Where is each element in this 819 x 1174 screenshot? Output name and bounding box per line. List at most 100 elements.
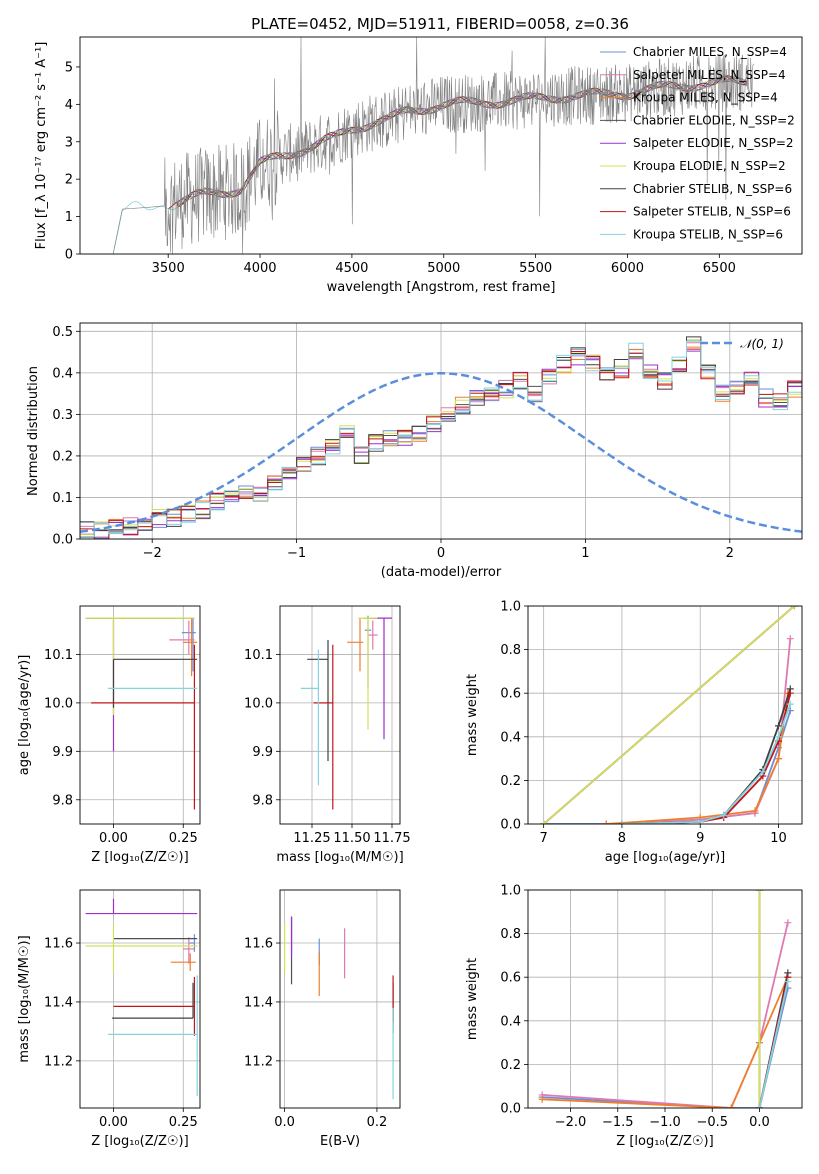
y-tick-label: 1.0 — [500, 600, 521, 615]
errorbar-point — [169, 620, 195, 655]
plot-area-mass-vs-EBV — [284, 916, 394, 1100]
errorbar-point — [183, 937, 195, 964]
y-tick-label: 0.8 — [500, 643, 521, 658]
y-tick-label: 11.2 — [44, 1054, 73, 1069]
y-tick-label: 0.6 — [500, 687, 521, 702]
x-axis-label: E(B-V) — [320, 1134, 360, 1149]
weight-marker — [755, 1104, 763, 1108]
y-tick-label: 0.1 — [52, 491, 73, 506]
weight-marker — [775, 722, 783, 730]
x-tick-label: 8 — [618, 831, 626, 846]
axes-frame — [79, 605, 201, 825]
axes-frame — [527, 605, 803, 825]
y-tick-label: 11.4 — [44, 995, 73, 1010]
weight-marker — [775, 755, 783, 763]
weight-marker — [540, 820, 548, 824]
legend-entry: Salpeter STELIB, N_SSP=6 — [633, 205, 791, 219]
errorbar-point — [112, 658, 198, 708]
y-tick-label: 0.5 — [52, 325, 73, 340]
panel-mass-vs-Z: 0.00 0.25 11.2 11.4 11.6 Z [log₁₀(Z/Z☉)] mass … — [17, 889, 201, 1149]
errorbar-point — [107, 975, 198, 1097]
x-tick-label: 4000 — [243, 261, 276, 276]
x-tick-label: 10 — [770, 831, 787, 846]
errorbar-point — [170, 953, 196, 972]
axes-frame — [79, 36, 803, 255]
x-tick-label: 5500 — [519, 261, 552, 276]
legend-entry: Chabrier MILES, N_SSP=4 — [633, 45, 787, 59]
errorbar-point — [85, 617, 195, 715]
x-tick-label: 0.25 — [169, 1115, 198, 1130]
x-tick-label: −0.5 — [696, 1115, 728, 1130]
x-tick-label: 1 — [581, 546, 589, 561]
y-tick-label: 3 — [65, 135, 73, 150]
plot-area-mass-vs-Z — [85, 898, 198, 1097]
weight-marker — [786, 689, 794, 697]
x-tick-label: 0.00 — [99, 1115, 128, 1130]
panel-age-vs-mass: 11.25 11.50 11.75 9.8 9.9 10.0 10.1 mass [log₁₀… — [244, 605, 411, 865]
weight-line — [621, 703, 792, 824]
model-line — [167, 75, 747, 210]
weight-marker — [775, 733, 783, 741]
weight-marker — [786, 635, 794, 643]
weight-line — [606, 638, 792, 824]
plot-area-age-vs-Z — [85, 617, 198, 810]
plot-area-weight-vs-age — [540, 606, 798, 824]
y-tick-label: 9.9 — [52, 745, 73, 760]
legend-entry: Kroupa STELIB, N_SSP=6 — [633, 227, 783, 241]
legend: 𝒩(0, 1) — [700, 337, 784, 351]
y-axis-label: Flux [f_λ 10⁻¹⁷ erg cm⁻² s⁻¹ A⁻¹] — [34, 42, 49, 250]
y-tick-label: 11.6 — [244, 937, 273, 952]
axes-frame — [279, 605, 401, 825]
plot-area-age-vs-mass — [300, 615, 392, 810]
y-tick-label: 9.9 — [252, 745, 273, 760]
y-tick-label: 5 — [65, 60, 73, 75]
y-axis-label: mass weight — [465, 958, 480, 1040]
errorbar-point — [183, 618, 198, 677]
legend: Chabrier MILES, N_SSP=4 Salpeter MILES, N… — [600, 45, 795, 241]
errorbar-point — [91, 644, 196, 810]
legend-entry: Salpeter MILES, N_SSP=4 — [633, 68, 786, 82]
weight-marker — [696, 818, 704, 824]
weight-marker — [790, 606, 798, 610]
errorbar-point — [300, 649, 319, 786]
x-tick-label: 2 — [726, 546, 734, 561]
y-tick-label: 1 — [65, 210, 73, 225]
y-tick-label: 0.3 — [52, 408, 73, 423]
weight-line — [621, 688, 792, 824]
y-tick-label: 0 — [65, 248, 73, 263]
x-tick-label: 11.50 — [333, 831, 370, 846]
y-tick-label: 0.2 — [52, 449, 73, 464]
panel-residuals: −2 −1 0 1 2 0.0 0.1 0.2 0.3 0.4 0.5 (data-model)/er… — [26, 322, 803, 580]
x-tick-label: 0 — [437, 546, 445, 561]
y-axis-label: age [log₁₀(age/yr)] — [17, 655, 32, 776]
weight-marker — [755, 890, 763, 894]
panel-spectrum: 3500 4000 4500 5000 5500 6000 6500 0 1 2 3 4 5 wavele… — [34, 36, 803, 295]
x-tick-label: 0.2 — [367, 1115, 388, 1130]
x-axis-label: wavelength [Angstrom, rest frame] — [327, 280, 556, 295]
weight-marker — [759, 768, 767, 776]
x-tick-label: 0.25 — [169, 831, 198, 846]
y-tick-label: 0.0 — [52, 533, 73, 548]
legend-entry: Chabrier ELODIE, N_SSP=2 — [633, 113, 795, 127]
errorbar-point — [113, 976, 196, 1036]
x-tick-label: 6000 — [611, 261, 644, 276]
weight-marker — [784, 919, 792, 927]
errorbar-point — [358, 617, 378, 730]
weight-marker — [602, 820, 610, 824]
x-axis-label: mass [log₁₀(M/M☉)] — [276, 850, 403, 865]
weight-marker — [720, 811, 728, 819]
y-axis-label: mass weight — [465, 674, 480, 756]
weight-line — [758, 981, 789, 1108]
panel-mass-vs-EBV: 0.0 0.2 11.2 11.4 11.6 E(B-V) — [244, 889, 401, 1149]
axes-frame — [279, 889, 401, 1109]
x-tick-label: 0.0 — [749, 1115, 770, 1130]
y-tick-label: 0.0 — [500, 1102, 521, 1117]
weight-marker — [727, 1104, 735, 1108]
errorbar-point — [368, 620, 378, 650]
y-tick-label: 0.0 — [500, 818, 521, 833]
model-line — [167, 75, 748, 210]
x-axis-label: Z [log₁₀(Z/Z☉)] — [91, 1134, 188, 1149]
weight-marker — [538, 1095, 546, 1103]
weight-line — [542, 976, 789, 1108]
